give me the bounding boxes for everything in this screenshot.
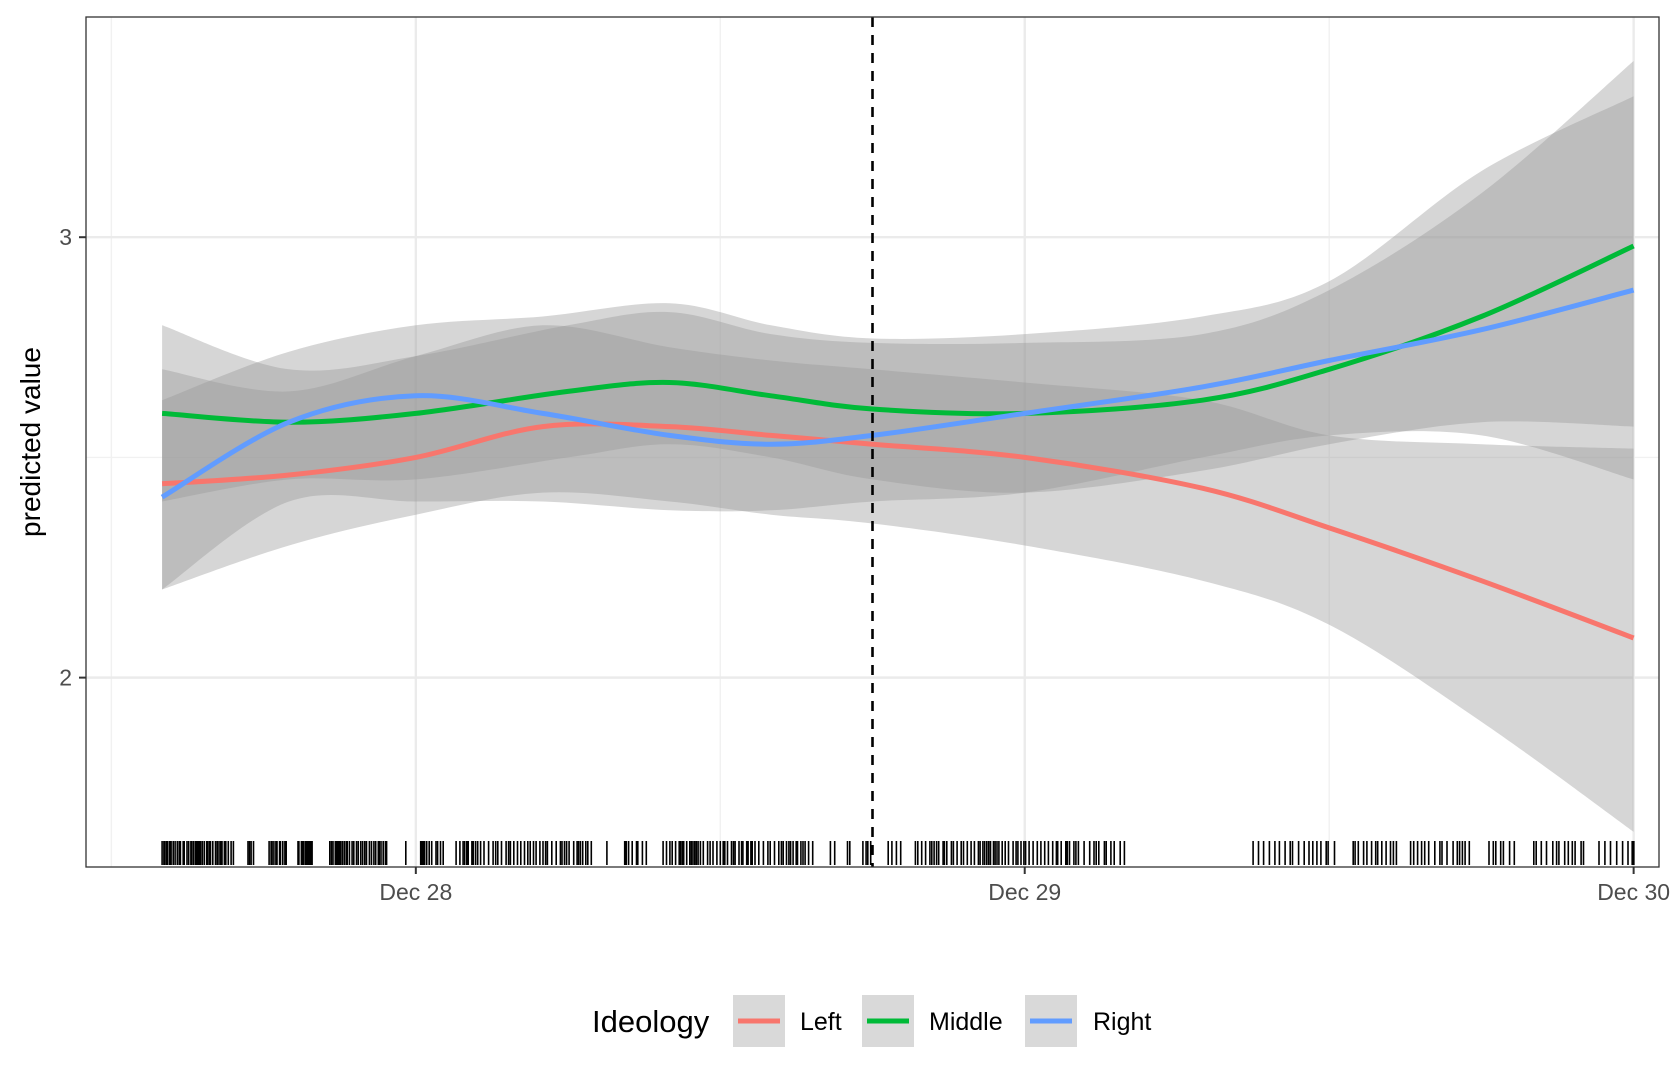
ribbon-middle: [162, 61, 1634, 502]
legend-label-left: Left: [800, 1008, 842, 1036]
y-axis-label: predicted value: [15, 347, 46, 537]
line-right: [160, 287, 1635, 500]
legend-title: Ideology: [592, 1004, 710, 1039]
axis-layer: Dec 28 Dec 29 Dec 30 2 3: [59, 224, 1670, 905]
legend-label-middle: Middle: [929, 1008, 1003, 1036]
rug-layer: [161, 841, 1635, 865]
plot-panel-border: [85, 16, 1660, 868]
line-left: [161, 421, 1635, 641]
line-middle: [161, 243, 1635, 425]
legend: Ideology Left Middle Right: [592, 995, 1151, 1047]
ribbon-layer: [162, 61, 1634, 832]
x-tick-label: Dec 29: [988, 879, 1061, 905]
ribbon-left: [162, 325, 1634, 832]
x-tick-label: Dec 28: [379, 879, 452, 905]
y-tick-label: 3: [59, 224, 72, 250]
y-tick-label: 2: [59, 665, 72, 691]
line-layer: [160, 243, 1635, 641]
legend-label-right: Right: [1093, 1008, 1151, 1036]
x-tick-label: Dec 30: [1597, 879, 1670, 905]
ribbon-right: [162, 96, 1634, 590]
